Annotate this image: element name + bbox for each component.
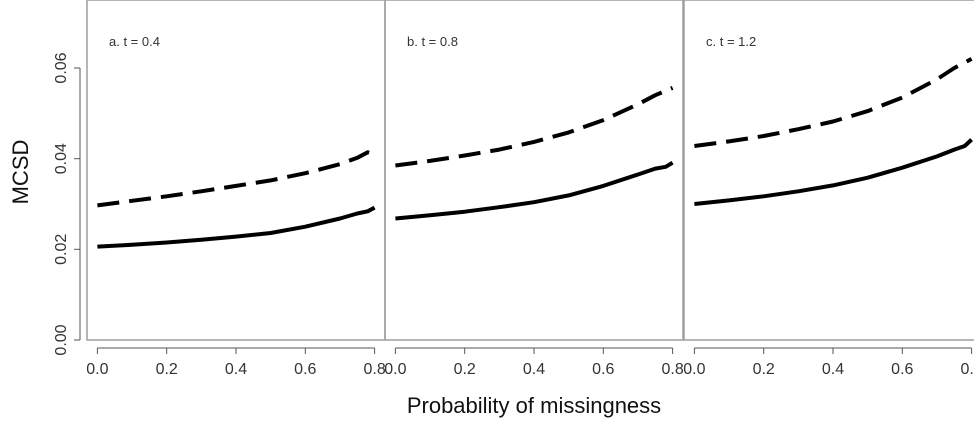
panel: b. t = 0.8 0.0 0.2 0.4 0.6 0.8: [384, 0, 684, 378]
x-tick-label: 0.6: [294, 361, 316, 378]
panel-label: b. t = 0.8: [407, 34, 458, 49]
panel-frame: [384, 0, 684, 341]
x-tick-label: 0.2: [753, 361, 775, 378]
x-tick-label: 0.4: [225, 361, 247, 378]
solid-series-line: [694, 138, 973, 206]
panel-frame: [86, 0, 386, 341]
panel-label: c. t = 1.2: [706, 34, 756, 49]
y-tick-label: 0.00: [53, 324, 70, 355]
panel-label: a. t = 0.4: [109, 34, 160, 49]
y-tick-label: 0.06: [53, 52, 70, 83]
x-tick-label: 0.8: [960, 361, 974, 378]
x-tick-label: 0.8: [661, 361, 683, 378]
solid-series-line: [395, 160, 674, 221]
x-tick-label: 0.2: [156, 361, 178, 378]
x-tick-label: 0.6: [891, 361, 913, 378]
panels-layer: a. t = 0.40.0 0.2 0.4 0.6 0.8b. t = 0.80.0 0.…: [86, 0, 974, 378]
panel: a. t = 0.4 0.0 0.2 0.4 0.6 0.8: [86, 0, 386, 378]
y-axis-title: MCSD: [8, 140, 33, 205]
x-tick-label: 0.0: [86, 361, 108, 378]
y-tick-label: 0.02: [53, 234, 70, 265]
dashed-series-line: [694, 57, 973, 148]
x-tick-label: 0.8: [363, 361, 385, 378]
x-tick-label: 0.4: [822, 361, 844, 378]
x-tick-label: 0.2: [454, 361, 476, 378]
x-axis-title: Probability of missingness: [407, 393, 661, 418]
panel-frame: [683, 0, 974, 341]
panel: c. t = 1.2 0.0 0.2 0.4 0.6 0.8: [683, 0, 974, 378]
dashed-series-line: [395, 86, 674, 168]
dashed-series-line: [97, 150, 376, 208]
x-tick-label: 0.6: [592, 361, 614, 378]
y-tick-label: 0.04: [53, 143, 70, 174]
solid-series-line: [97, 205, 376, 249]
x-tick-label: 0.4: [523, 361, 545, 378]
x-tick-label: 0.0: [683, 361, 705, 378]
x-tick-label: 0.0: [384, 361, 406, 378]
axes-layer: 0.00 0.02 0.04 0.06: [53, 52, 81, 356]
